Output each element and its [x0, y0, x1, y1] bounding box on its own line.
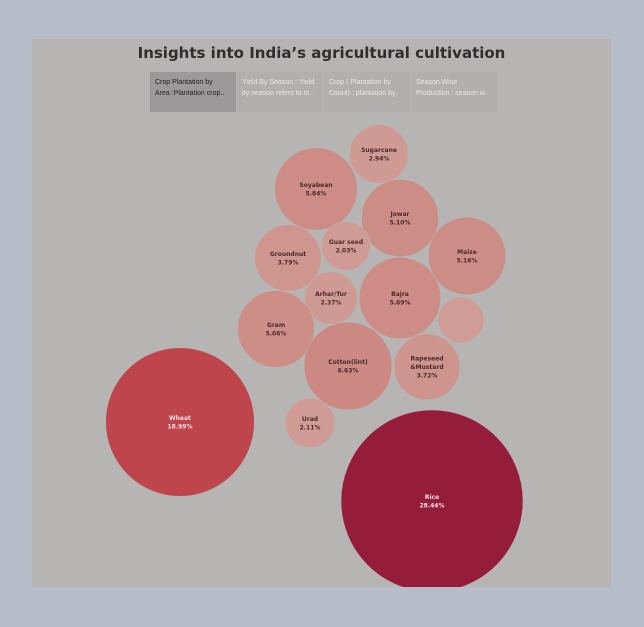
bubble-value-label: 5.69%: [390, 299, 411, 306]
bubble-rapeseed-mustard[interactable]: Rapeseed&Mustard 3.72%: [393, 333, 461, 401]
tab-label-line1: Crop ( Plantation by: [329, 79, 391, 86]
bubble-value-label: 2.03%: [336, 247, 357, 254]
bubble-circle[interactable]: [304, 271, 358, 325]
tab-crop-plantation-by-area[interactable]: Crop Plantation by Area :Plantation crop…: [150, 72, 236, 112]
tab-label-line2: by season refers to m..: [242, 90, 314, 97]
bubble-value-label: 6.63%: [338, 367, 359, 374]
bubble-circle[interactable]: [303, 321, 393, 411]
tab-label-line2: Area :Plantation crop..: [155, 90, 225, 97]
bubble-label: Soyabean: [299, 182, 332, 189]
bubble-value-label: 2.94%: [369, 155, 390, 162]
bubble-circle[interactable]: [437, 296, 485, 344]
bubble-label: Wheat: [169, 415, 191, 422]
bubble-circle[interactable]: [349, 124, 409, 184]
bubble-value-label: 5.84%: [306, 190, 327, 197]
tab-crop-plantation-by-count[interactable]: Crop ( Plantation by Count) : plantation…: [324, 72, 410, 112]
bubble-label: Guar seed: [329, 239, 363, 246]
bubble-circle[interactable]: [237, 290, 315, 368]
bubble-value-label: 3.79%: [278, 259, 299, 266]
bubble-unlabeled[interactable]: [437, 296, 485, 344]
bubble-circle[interactable]: [274, 147, 358, 231]
bubble-label: Groundnut: [270, 251, 306, 258]
tab-label-line2: Production : season w..: [416, 90, 489, 97]
bubble-circle[interactable]: [340, 409, 524, 587]
bubble-circle[interactable]: [427, 216, 507, 296]
bubble-value-label: 5.16%: [457, 257, 478, 264]
bubble-value-label: 28.44%: [420, 502, 445, 509]
tab-season-wise-production[interactable]: Season Wise Production : season w..: [411, 72, 497, 112]
tab-label-line2: Count) : plantation by..: [329, 90, 399, 97]
bubble-label: Rapeseed: [410, 356, 443, 363]
bubble-chart: Sugarcane2.94%Soyabean5.84%Jowar5.10%Mai…: [105, 124, 524, 587]
bubble-circle[interactable]: [105, 347, 255, 497]
bubble-circle[interactable]: [284, 397, 336, 449]
bubble-cotton-lint[interactable]: Cotton(lint)6.63%: [303, 321, 393, 411]
bubble-value-label: 5.06%: [266, 330, 287, 337]
bubble-circle[interactable]: [254, 224, 322, 292]
bubble-value-label: 3.72%: [417, 373, 438, 380]
bubble-circle[interactable]: [358, 256, 442, 340]
bubble-value-label: 5.10%: [390, 219, 411, 226]
bubble-value-label: 2.11%: [300, 424, 321, 431]
bubble-label: Jowar: [390, 211, 410, 218]
bubble-label: Arhar/Tur: [315, 291, 347, 298]
bubble-circle[interactable]: [393, 333, 461, 401]
bubble-label: Cotton(lint): [328, 359, 368, 366]
bubble-label: Sugarcane: [361, 147, 397, 154]
tab-label-line1: Yield By Season : Yield: [242, 79, 315, 86]
bubble-label: Urad: [302, 416, 318, 423]
bubble-value-label: 2.37%: [321, 299, 342, 306]
bubble-circle[interactable]: [361, 179, 439, 257]
story-tabs: Crop Plantation by Area :Plantation crop…: [150, 72, 498, 112]
tab-label-line1: Crop Plantation by: [155, 79, 213, 86]
bubble-label: Gram: [267, 322, 285, 329]
dashboard-panel: Insights into India’s agricultural culti…: [32, 39, 611, 587]
bubble-value-label: 18.99%: [168, 423, 193, 430]
tab-yield-by-season[interactable]: Yield By Season : Yield by season refers…: [237, 72, 323, 112]
bubble-circle[interactable]: [321, 221, 371, 271]
dashboard-title: Insights into India’s agricultural culti…: [137, 44, 506, 62]
bubble-label: Maize: [457, 249, 477, 256]
bubble-label-line2: &Mustard: [410, 364, 443, 371]
tab-label-line1: Season Wise: [416, 79, 458, 86]
bubble-label: Bajra: [391, 291, 409, 298]
bubble-label: Rice: [425, 494, 439, 501]
